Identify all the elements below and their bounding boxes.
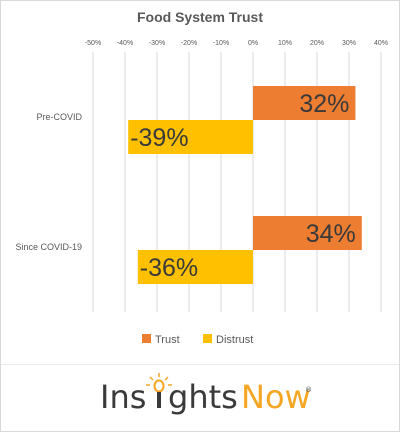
bar-trust: [253, 216, 362, 250]
data-label: 34%: [306, 220, 356, 248]
x-tick-label: -30%: [149, 40, 165, 47]
x-tick-label: 0%: [248, 40, 258, 47]
data-label: -36%: [140, 254, 198, 282]
category-label: Pre-COVID: [36, 112, 82, 122]
data-label: -39%: [130, 124, 188, 152]
x-tick-label: 10%: [278, 40, 292, 47]
logo-trademark: ®: [305, 386, 312, 394]
bar-trust: [253, 86, 356, 120]
insightsnow-logo: Ins ghts Now ®: [0, 364, 400, 416]
legend-swatch-trust: [142, 334, 151, 343]
logo-text-now: Now: [241, 378, 311, 416]
bar-distrust: [137, 250, 253, 284]
x-tick-label: -10%: [213, 40, 229, 47]
x-tick-label: -20%: [181, 40, 197, 47]
legend-label-trust: Trust: [155, 334, 180, 346]
category-label: Since COVID-19: [15, 242, 82, 252]
logo-text-ins: Ins: [100, 378, 146, 416]
x-tick-label: -50%: [85, 40, 101, 47]
x-tick-label: 30%: [342, 40, 356, 47]
lightbulb-icon: [146, 373, 172, 408]
logo-text-ghts: ghts: [168, 378, 238, 416]
data-label: 32%: [299, 90, 349, 118]
chart-title: Food System Trust: [136, 9, 264, 25]
legend-label-distrust: Distrust: [216, 334, 253, 346]
legend-swatch-distrust: [203, 334, 212, 343]
x-tick-label: 40%: [374, 40, 388, 47]
x-tick-label: -40%: [117, 40, 133, 47]
x-tick-label: 20%: [310, 40, 324, 47]
bar-chart: -50% -40% -30% -20% -10% 0% 10% 20% 30% 40% Pre-CO…: [15, 40, 388, 346]
bar-distrust: [128, 120, 253, 154]
